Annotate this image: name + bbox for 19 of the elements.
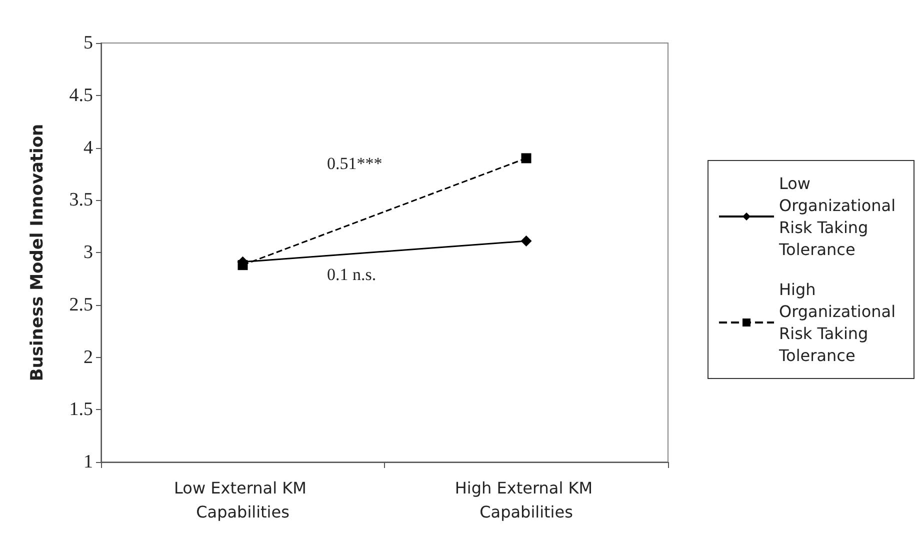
y-tick-label: 2.5 [69,294,93,316]
y-tick-label: 3 [84,242,93,263]
point [520,235,532,246]
annotation: 0.51*** [327,154,382,173]
legend-label: Low Organizational Risk Taking Tolerance [778,174,901,259]
y-tick-label: 4.5 [69,84,93,106]
y-tick-label: 1 [84,452,93,472]
y-tick-label: 3.5 [69,190,93,211]
legend-label: High Organizational Risk Taking Tolerance [778,280,901,365]
x-tick-label: High External KM Capabilities [454,478,598,522]
annotation: 0.1 n.s. [327,265,376,284]
x-tick-label: Low External KM Capabilities [174,478,312,522]
y-tick-label: 2 [84,346,93,368]
point [238,260,248,270]
y-axis-title: Business Model Innovation [28,124,48,382]
y-tick-label: 5 [84,32,93,54]
y-tick-label: 1.5 [69,399,93,420]
y-tick-label: 4 [84,137,94,158]
point [521,153,532,164]
